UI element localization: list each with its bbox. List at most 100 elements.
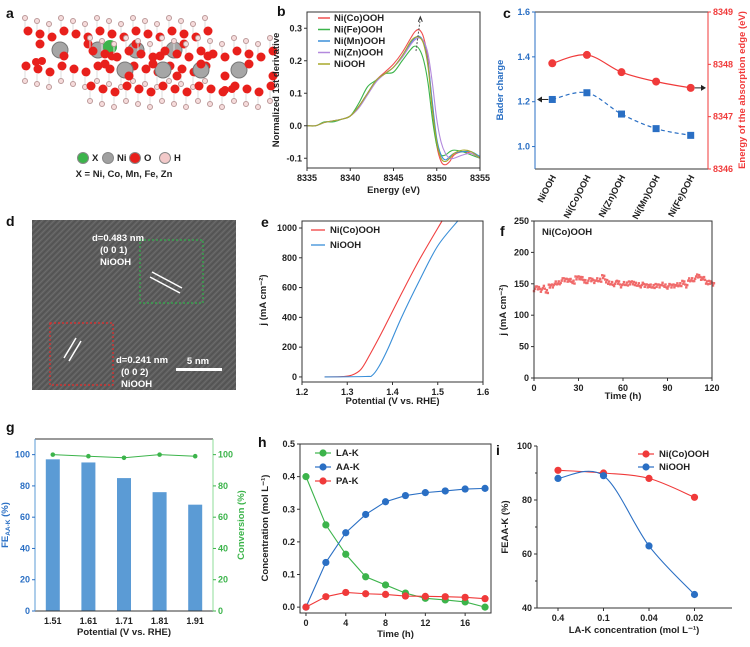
data-point	[536, 288, 540, 291]
data-point	[639, 286, 642, 289]
y-tick-label: 0	[218, 606, 223, 616]
data-point	[342, 550, 350, 558]
region-box-002	[49, 322, 114, 386]
data-point	[680, 284, 683, 288]
data-point	[322, 521, 330, 529]
data-point	[567, 278, 570, 281]
series-line-NiOOH	[306, 36, 481, 163]
panel-f-frame	[533, 220, 713, 379]
data-point	[582, 50, 591, 59]
y-tick-label: 8346	[713, 164, 733, 174]
data-point	[537, 285, 541, 289]
panel-label: a	[6, 5, 14, 21]
data-point	[640, 283, 643, 287]
data-point	[554, 466, 562, 474]
y-axis-label: FEAA-K (%)	[500, 500, 511, 553]
y-tick-label: 150	[514, 279, 529, 289]
data-point	[696, 276, 700, 279]
x-tick-label: 8345	[383, 173, 403, 183]
data-point	[708, 282, 712, 285]
data-point	[691, 277, 694, 280]
data-point	[652, 283, 655, 287]
data-point	[633, 283, 637, 287]
data-point	[643, 285, 646, 289]
data-point	[678, 284, 681, 287]
legend-label: Ni(Co)OOH	[659, 449, 709, 460]
x-tick-label: 0	[531, 383, 536, 393]
data-point	[553, 282, 556, 285]
y-tick-label: 0.2	[289, 56, 302, 66]
y-tick-label: 0.3	[289, 23, 302, 33]
data-point	[672, 283, 675, 286]
y-tick-label: 100	[15, 450, 30, 460]
y-axis-label-right: Conversion (%)	[236, 490, 247, 560]
data-point	[598, 279, 601, 283]
data-point	[681, 279, 684, 283]
data-point	[580, 278, 583, 281]
plane-label: (0 0 2)	[121, 367, 148, 378]
data-point	[602, 274, 606, 278]
data-point	[649, 283, 652, 286]
y-tick-label: 0.2	[282, 537, 295, 547]
series-line-Ni(Co)OOH	[306, 28, 481, 166]
data-point	[578, 278, 581, 281]
x-tick-label: 30	[573, 383, 583, 393]
y-tick-label: 100	[218, 450, 233, 460]
legend-label: Ni(Co)OOH	[334, 13, 384, 24]
data-point	[557, 280, 560, 283]
y-tick-label: 0.3	[282, 504, 295, 514]
data-point	[322, 593, 330, 601]
x-category-label: Ni(Mn)OOH	[630, 173, 662, 221]
data-point	[600, 280, 603, 283]
y-axis-label: Normalized 1st derivative	[271, 33, 282, 148]
legend-marker-h	[159, 152, 171, 164]
data-point	[621, 283, 625, 286]
data-point	[675, 284, 678, 287]
data-point	[625, 281, 629, 284]
legend-marker-x	[77, 152, 89, 164]
legend-marker	[319, 449, 327, 457]
data-point	[682, 282, 685, 285]
x-category-label: Ni(Zn)OOH	[597, 173, 628, 219]
data-point	[322, 558, 330, 567]
panel-label: d	[6, 213, 15, 229]
series-line-PA-K	[305, 591, 486, 608]
series-line-Ni(Fe)OOH	[306, 45, 481, 159]
data-point	[645, 474, 653, 482]
data-point	[669, 283, 672, 286]
data-point	[618, 283, 622, 286]
data-point	[693, 277, 697, 280]
y-tick-label: 0	[524, 373, 529, 383]
legend-label: NiOOH	[330, 240, 361, 251]
arrow-right-icon	[701, 84, 706, 91]
data-point	[583, 281, 586, 284]
tem-image	[32, 220, 236, 390]
data-point	[690, 590, 699, 599]
bar	[152, 492, 167, 611]
legend-label: Ni	[117, 153, 127, 164]
legend-marker	[642, 463, 650, 471]
data-point	[584, 278, 587, 282]
data-point	[362, 590, 370, 598]
data-point	[626, 284, 630, 287]
data-point	[573, 282, 576, 285]
data-point	[575, 278, 578, 281]
data-point	[705, 280, 709, 283]
data-point	[550, 283, 553, 286]
x-category-label: 0.02	[686, 613, 704, 623]
data-point	[686, 83, 695, 92]
x-axis-label: Potential (V vs. RHE)	[77, 627, 171, 638]
x-axis-label: Time (h)	[605, 391, 642, 402]
data-point	[552, 283, 555, 287]
lattice-line	[149, 276, 181, 294]
structure-caption: X = Ni, Co, Mn, Fe, Zn	[76, 169, 173, 180]
data-point	[592, 278, 595, 282]
data-point	[609, 283, 613, 286]
x-tick-label: 1.5	[431, 387, 444, 397]
d-spacing-label: d=0.483 nm	[92, 233, 144, 244]
data-point	[704, 282, 708, 285]
series-line-Ni(Mn)OOH	[306, 35, 481, 161]
data-point	[546, 291, 550, 295]
y-tick-label: 100	[517, 441, 532, 451]
data-point	[461, 593, 469, 601]
